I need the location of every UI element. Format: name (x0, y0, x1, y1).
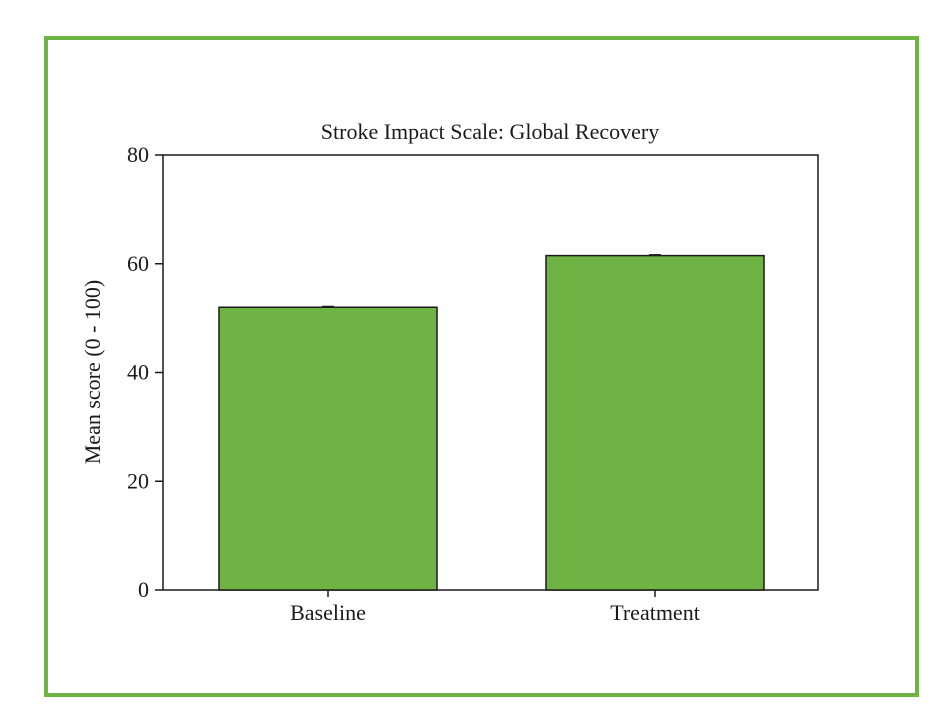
y-tick-label: 40 (127, 360, 149, 385)
bar-treatment (545, 254, 765, 591)
plot-area: 0 20 40 60 80 Baseline Treatment (127, 142, 819, 625)
y-tick-label: 0 (138, 577, 149, 602)
bar-baseline (218, 306, 438, 591)
chart-title: Stroke Impact Scale: Global Recovery (321, 119, 659, 144)
y-tick-label: 60 (127, 251, 149, 276)
chart-frame (44, 36, 919, 697)
y-tick-label: 80 (127, 142, 149, 167)
y-axis-label: Mean score (0 - 100) (80, 280, 105, 465)
x-tick-label: Treatment (610, 600, 700, 625)
x-tick-label: Baseline (290, 600, 366, 625)
y-tick-label: 20 (127, 468, 149, 493)
